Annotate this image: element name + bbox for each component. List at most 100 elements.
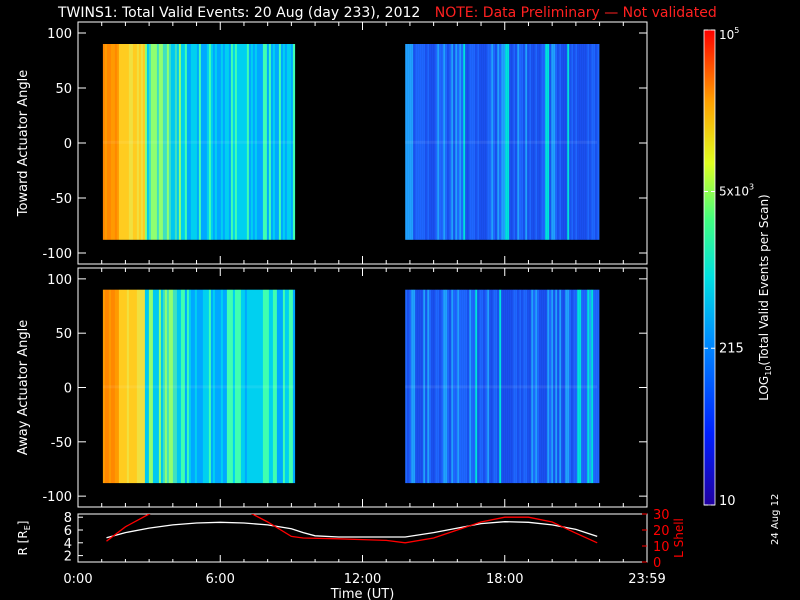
heatmap-column [561, 44, 564, 240]
heatmap-column [583, 44, 586, 240]
heatmap-column [569, 44, 572, 240]
heatmap-column [451, 44, 454, 240]
heatmap-column [479, 44, 482, 240]
heatmap-column [254, 289, 258, 484]
heatmap-column [481, 289, 484, 484]
heatmap-column [116, 44, 120, 240]
heatmap-column [152, 44, 156, 240]
heatmap-column [156, 289, 160, 484]
heatmap-column [234, 289, 238, 484]
heatmap-column [154, 44, 158, 240]
heatmap-column [154, 289, 158, 484]
heatmap-column [531, 289, 534, 484]
heatmap-column [104, 44, 108, 240]
heatmap-column [519, 289, 522, 484]
y-tick-label: 50 [55, 327, 72, 342]
heatmap-column [553, 44, 556, 240]
heatmap-column [535, 289, 538, 484]
heatmap-column [212, 289, 216, 484]
heatmap-column [455, 44, 458, 240]
heatmap-column [551, 289, 554, 484]
heatmap-column [433, 289, 436, 484]
x-tick-label: 0:00 [63, 572, 92, 587]
heatmap-column [270, 289, 274, 484]
heatmap-column [226, 44, 230, 240]
heatmap-column [184, 289, 188, 484]
heatmap-column [242, 44, 246, 240]
heatmap-column [513, 289, 516, 484]
heatmap-column [210, 289, 214, 484]
x-tick-label: 23:59 [628, 572, 665, 587]
heatmap-column [575, 289, 578, 484]
heatmap-column [587, 44, 590, 240]
heatmap-column [106, 289, 110, 484]
heatmap-column [204, 44, 208, 240]
heatmap-segment [405, 44, 600, 240]
heatmap-column [182, 44, 186, 240]
y-tick-label-right: 20 [653, 524, 670, 539]
heatmap-column [284, 44, 288, 240]
heatmap-column [212, 44, 216, 240]
heatmap-column [535, 44, 538, 240]
heatmap-column [419, 44, 422, 240]
heatmap-column [180, 289, 184, 484]
heatmap-column [164, 44, 168, 240]
radius-line [106, 521, 598, 539]
heatmap-column [106, 44, 110, 240]
heatmap-column [274, 44, 278, 240]
axes-layer: 100 50 0 -50 -100 Toward Actuator Angle 100 50 0… [16, 21, 648, 508]
heatmap-column [264, 289, 268, 484]
heatmap-column [108, 289, 112, 484]
heatmap-column [529, 44, 532, 240]
heatmap-column [489, 289, 492, 484]
chart-title: TWINS1: Total Valid Events: 20 Aug (day … [58, 5, 717, 21]
heatmap-column [473, 44, 476, 240]
heatmap-column [198, 289, 202, 484]
heatmap-column [453, 289, 456, 484]
heatmap-column [483, 289, 486, 484]
heatmap-column [543, 289, 546, 484]
heatmap-column [142, 44, 146, 240]
heatmap-column [256, 44, 260, 240]
heatmap-column [541, 289, 544, 484]
heatmap-column [443, 289, 446, 484]
y-tick-label: 100 [47, 273, 72, 288]
heatmap-column [148, 289, 152, 484]
heatmap-column [204, 289, 208, 484]
heatmap-column [148, 44, 152, 240]
heatmap-away [102, 289, 600, 484]
heatmap-column [581, 44, 584, 240]
heatmap-column [433, 44, 436, 240]
heatmap-column [224, 44, 228, 240]
heatmap-column [523, 289, 526, 484]
heatmap-column [220, 44, 224, 240]
heatmap-column [172, 44, 176, 240]
zero-band [102, 140, 294, 144]
heatmap-column [461, 44, 464, 240]
heatmap-column [216, 44, 220, 240]
heatmap-column [196, 44, 200, 240]
heatmap-column [218, 289, 222, 484]
heatmap-column [140, 289, 144, 484]
heatmap-column [525, 44, 528, 240]
heatmap-column [585, 44, 588, 240]
heatmap-column [439, 44, 442, 240]
heatmap-column [461, 289, 464, 484]
heatmap-column [435, 44, 438, 240]
heatmap-column [463, 289, 466, 484]
heatmap-column [170, 44, 174, 240]
heatmap-column [188, 44, 192, 240]
heatmap-column [242, 289, 246, 484]
heatmap-column [224, 289, 228, 484]
y-tick-label: -100 [42, 247, 72, 262]
heatmap-column [519, 44, 522, 240]
heatmap-column [292, 44, 296, 240]
heatmap-column [489, 44, 492, 240]
heatmap-column [557, 289, 560, 484]
heatmap-column [250, 289, 254, 484]
heatmap-column [202, 44, 206, 240]
heatmap-column [270, 44, 274, 240]
heatmap-column [411, 44, 414, 240]
zero-band [405, 385, 598, 389]
